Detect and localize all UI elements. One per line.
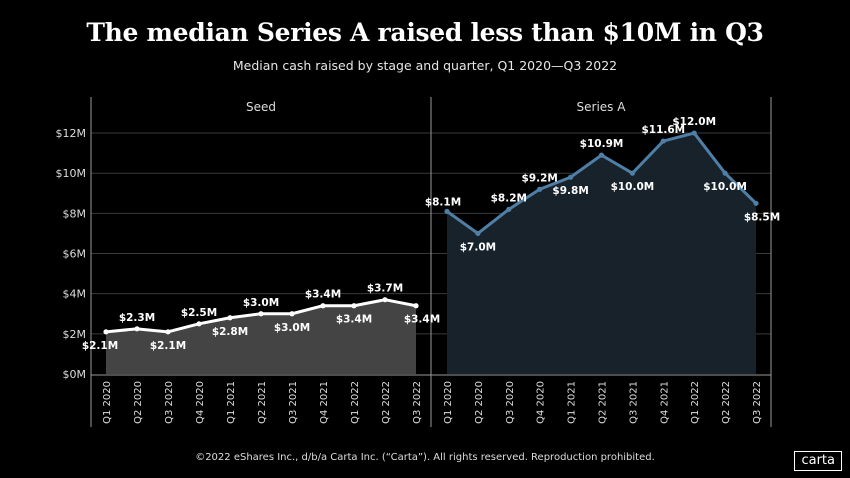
area-fill bbox=[447, 133, 756, 374]
panel-seed: Seed $2.1M Q1 2020 $2.3M Q2 2020 $2.1M Q3 2020… bbox=[82, 100, 440, 424]
copyright-footer: ©2022 eShares Inc., d/b/a Carta Inc. (“C… bbox=[195, 452, 655, 463]
x-tick-label: Q2 2022 bbox=[721, 381, 732, 424]
data-label: $10.0M bbox=[611, 181, 655, 193]
x-tick-label: Q1 2021 bbox=[567, 381, 578, 424]
data-label: $3.7M bbox=[367, 283, 403, 295]
data-label: $8.5M bbox=[744, 211, 780, 223]
data-label: $3.4M bbox=[336, 314, 372, 326]
data-label: $10.9M bbox=[580, 138, 624, 150]
data-point bbox=[444, 208, 450, 214]
data-point bbox=[753, 200, 759, 206]
data-point bbox=[382, 297, 388, 303]
area-fill bbox=[106, 299, 416, 374]
x-tick-label: Q3 2022 bbox=[412, 381, 423, 424]
data-point bbox=[691, 130, 697, 136]
x-tick-label: Q4 2021 bbox=[319, 381, 330, 424]
data-label: $2.1M bbox=[150, 340, 186, 352]
data-label: $12.0M bbox=[672, 116, 716, 128]
data-point bbox=[258, 311, 264, 317]
x-tick-label: Q2 2022 bbox=[381, 381, 392, 424]
data-point bbox=[227, 315, 233, 321]
data-point bbox=[134, 326, 140, 332]
x-tick-label: Q2 2021 bbox=[598, 381, 609, 424]
data-point bbox=[196, 321, 202, 327]
x-tick-label: Q3 2021 bbox=[628, 381, 639, 424]
data-label: $9.8M bbox=[552, 185, 588, 197]
y-tick-label: $8M bbox=[63, 207, 87, 220]
y-tick-label: $4M bbox=[63, 288, 87, 301]
y-tick-label: $12M bbox=[56, 127, 87, 140]
data-point bbox=[598, 152, 605, 158]
data-point bbox=[351, 303, 357, 309]
data-point bbox=[165, 329, 171, 335]
data-label: $2.3M bbox=[119, 312, 155, 324]
x-tick-label: Q1 2021 bbox=[226, 381, 237, 424]
data-point bbox=[475, 230, 481, 237]
x-tick-label: Q2 2020 bbox=[133, 381, 144, 424]
data-label: $7.0M bbox=[460, 241, 496, 253]
panel-title: Series A bbox=[577, 100, 627, 114]
y-tick-label: $6M bbox=[63, 248, 87, 261]
x-tick-label: Q4 2021 bbox=[659, 381, 670, 424]
x-tick-label: Q1 2022 bbox=[350, 381, 361, 424]
x-tick-label: Q3 2021 bbox=[288, 381, 299, 424]
x-tick-label: Q1 2022 bbox=[690, 381, 701, 424]
chart-title: The median Series A raised less than $10… bbox=[86, 18, 764, 47]
data-point bbox=[629, 170, 636, 176]
x-tick-label: Q4 2020 bbox=[195, 381, 206, 424]
x-tick-label: Q2 2021 bbox=[257, 381, 268, 424]
data-label: $8.2M bbox=[491, 192, 527, 204]
x-tick-label: Q3 2020 bbox=[505, 381, 516, 424]
data-label: $2.5M bbox=[181, 307, 217, 319]
data-label: $3.4M bbox=[305, 289, 341, 301]
x-tick-label: Q2 2020 bbox=[474, 381, 485, 424]
data-point bbox=[506, 206, 512, 212]
data-label: $2.8M bbox=[212, 326, 248, 338]
x-tick-label: Q1 2020 bbox=[443, 381, 454, 424]
x-tick-label: Q3 2020 bbox=[164, 381, 175, 424]
data-label: $3.4M bbox=[404, 314, 440, 326]
panel-title: Seed bbox=[246, 100, 276, 114]
y-tick-label: $10M bbox=[56, 167, 87, 180]
data-label: $2.1M bbox=[82, 340, 118, 352]
x-tick-label: Q3 2022 bbox=[752, 381, 763, 424]
data-point bbox=[320, 303, 326, 309]
data-point bbox=[103, 329, 109, 335]
data-label: $11.6M bbox=[641, 124, 685, 136]
chart-subtitle: Median cash raised by stage and quarter,… bbox=[232, 58, 618, 73]
data-label: $10.0M bbox=[703, 181, 747, 193]
data-point bbox=[537, 186, 543, 192]
data-point bbox=[660, 138, 666, 144]
data-point bbox=[413, 303, 419, 309]
y-tick-label: $0M bbox=[63, 368, 87, 381]
x-tick-label: Q4 2020 bbox=[536, 381, 547, 424]
data-point bbox=[722, 170, 728, 176]
panel-series-a: Series A $8.1M Q1 2020 $7.0M Q2 2020 $8.2M Q3 … bbox=[425, 100, 780, 424]
y-tick-label: $2M bbox=[63, 328, 87, 341]
data-point bbox=[568, 174, 574, 180]
data-label: $8.1M bbox=[425, 196, 461, 208]
data-point bbox=[289, 311, 295, 317]
data-label: $9.2M bbox=[522, 172, 558, 184]
carta-logo: carta bbox=[794, 451, 842, 471]
x-tick-label: Q1 2020 bbox=[102, 381, 113, 424]
data-label: $3.0M bbox=[243, 297, 279, 309]
data-label: $3.0M bbox=[274, 322, 310, 334]
